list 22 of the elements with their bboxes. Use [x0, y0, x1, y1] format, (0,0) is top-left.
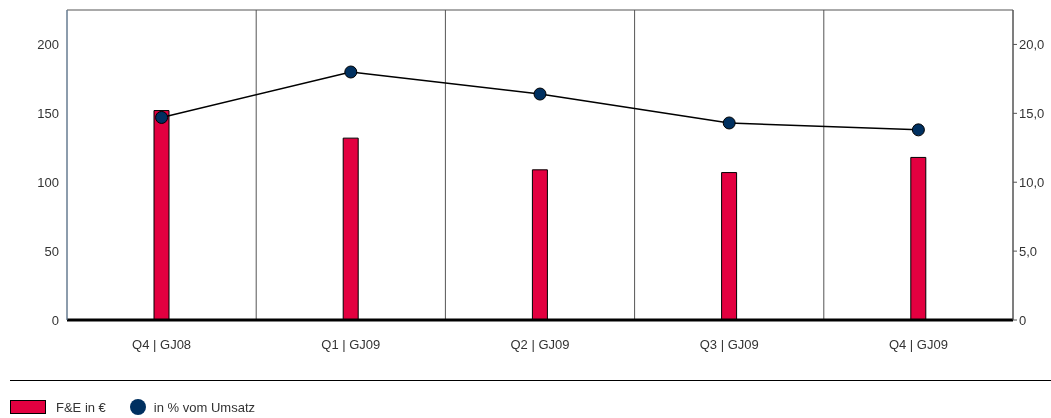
x-tick-label: Q3 | GJ09 [699, 337, 759, 353]
y-tick-label: 200 [37, 37, 59, 53]
point [533, 87, 547, 101]
x-tick-label: Q4 | GJ09 [888, 337, 948, 353]
y2-tick-label: 0 [1019, 312, 1027, 328]
y2-tick-label: 10,0 [1019, 174, 1045, 190]
point [155, 110, 169, 124]
x-tick-label: Q2 | GJ09 [510, 337, 570, 353]
y-tick-label: 0 [51, 312, 59, 328]
y2-tick-label: 5,0 [1019, 243, 1038, 259]
legend-label: F&E in € [55, 399, 106, 415]
y-tick-label: 50 [44, 243, 59, 259]
y2-tick-label: 20,0 [1019, 37, 1045, 53]
point [344, 65, 358, 79]
x-tick-label: Q4 | GJ08 [132, 337, 192, 353]
y2-tick-label: 15,0 [1019, 105, 1045, 121]
point [911, 123, 925, 137]
point [722, 116, 736, 130]
y-tick-label: 150 [37, 105, 59, 121]
y-tick-label: 100 [37, 174, 59, 190]
legend-label: in % vom Umsatz [152, 399, 255, 415]
x-tick-label: Q1 | GJ09 [321, 337, 381, 353]
